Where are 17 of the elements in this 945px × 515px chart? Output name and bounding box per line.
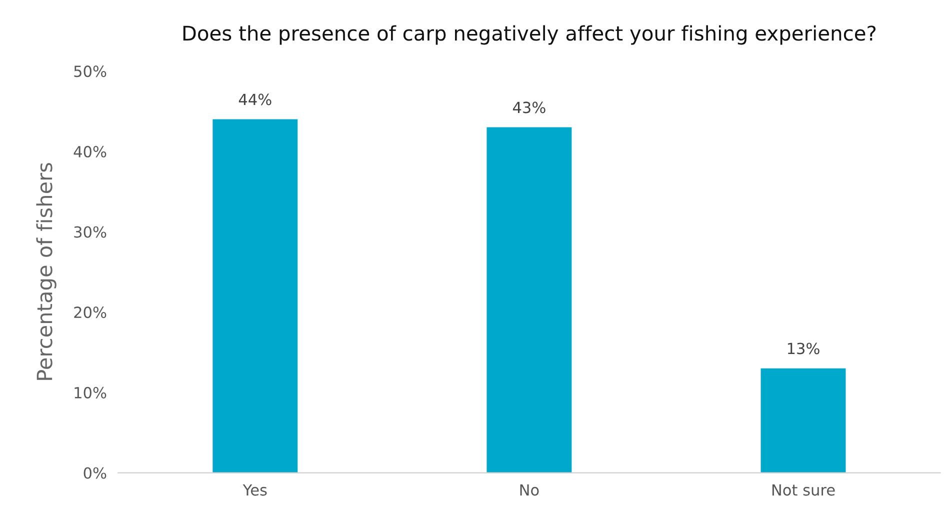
bar: [486, 127, 572, 473]
x-tick-label: Not sure: [772, 484, 835, 496]
y-tick-label: 50%: [74, 66, 106, 78]
x-tick-label: Yes: [242, 484, 267, 496]
bar: [212, 119, 298, 473]
y-tick-label: 20%: [74, 306, 106, 318]
data-label: 43%: [512, 102, 546, 114]
y-tick-label: 0%: [84, 467, 106, 479]
data-label: 13%: [788, 342, 820, 354]
x-tick-label: No: [520, 484, 539, 496]
y-tick-label: 40%: [74, 146, 106, 158]
y-tick-label: 30%: [74, 226, 106, 238]
y-axis-title: Percentage of fishers: [36, 162, 56, 380]
y-tick-label: 10%: [74, 386, 106, 398]
chart-title: Does the presence of carp negatively affect your fishing experience?: [183, 25, 876, 45]
bar: [760, 368, 846, 473]
data-label: 44%: [238, 94, 272, 106]
